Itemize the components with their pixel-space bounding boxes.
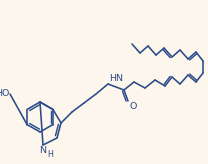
Text: O: O — [129, 102, 136, 111]
Text: H: H — [47, 150, 53, 159]
Text: HN: HN — [109, 74, 123, 83]
Text: HO: HO — [0, 90, 10, 99]
Text: N: N — [40, 146, 47, 155]
